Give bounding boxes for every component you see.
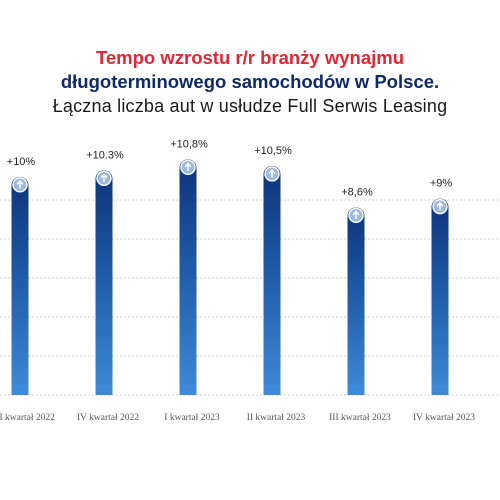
arrow-up-icon: [432, 198, 448, 215]
category-label: III kwartał 2022: [0, 413, 55, 423]
category-label: II kwartał 2023: [247, 413, 306, 423]
data-label: +10,5%: [254, 145, 292, 157]
arrow-up-icon: [348, 207, 364, 224]
bar: [11, 176, 29, 395]
bar-base: [95, 385, 113, 395]
bar-base: [431, 385, 449, 395]
bar-base: [263, 385, 281, 395]
data-label: +10,8%: [170, 138, 208, 150]
bar-base: [11, 385, 29, 395]
title-line-1: Tempo wzrostu r/r branży wynajmu: [95, 47, 405, 68]
bar: [431, 198, 449, 395]
title-line-2: długoterminowego samochodów w Polsce.: [60, 71, 440, 92]
bar: [347, 207, 365, 395]
bar-base: [347, 385, 365, 395]
data-label: +8,6%: [341, 186, 373, 198]
category-label: IV kwartał 2022: [77, 413, 139, 423]
arrow-up-icon: [12, 177, 28, 193]
arrow-up-icon: [96, 170, 112, 186]
arrow-up-icon: [264, 166, 280, 182]
category-label: III kwartał 2023: [329, 413, 391, 423]
chart-title: Tempo wzrostu r/r branży wynajmu długote…: [0, 46, 500, 118]
title-line-3: Łączna liczba aut w usłudze Full Serwis …: [52, 96, 448, 116]
data-label: +10.3%: [86, 149, 124, 161]
data-label: +10%: [7, 156, 36, 168]
category-label: I kwartał 2023: [164, 413, 220, 423]
bar: [179, 159, 197, 395]
bar: [95, 170, 113, 395]
category-label: IV kwartał 2023: [413, 413, 475, 423]
data-label: +9%: [430, 178, 453, 190]
arrow-up-icon: [180, 159, 196, 176]
bar-base: [179, 385, 197, 395]
bar: [263, 165, 281, 395]
